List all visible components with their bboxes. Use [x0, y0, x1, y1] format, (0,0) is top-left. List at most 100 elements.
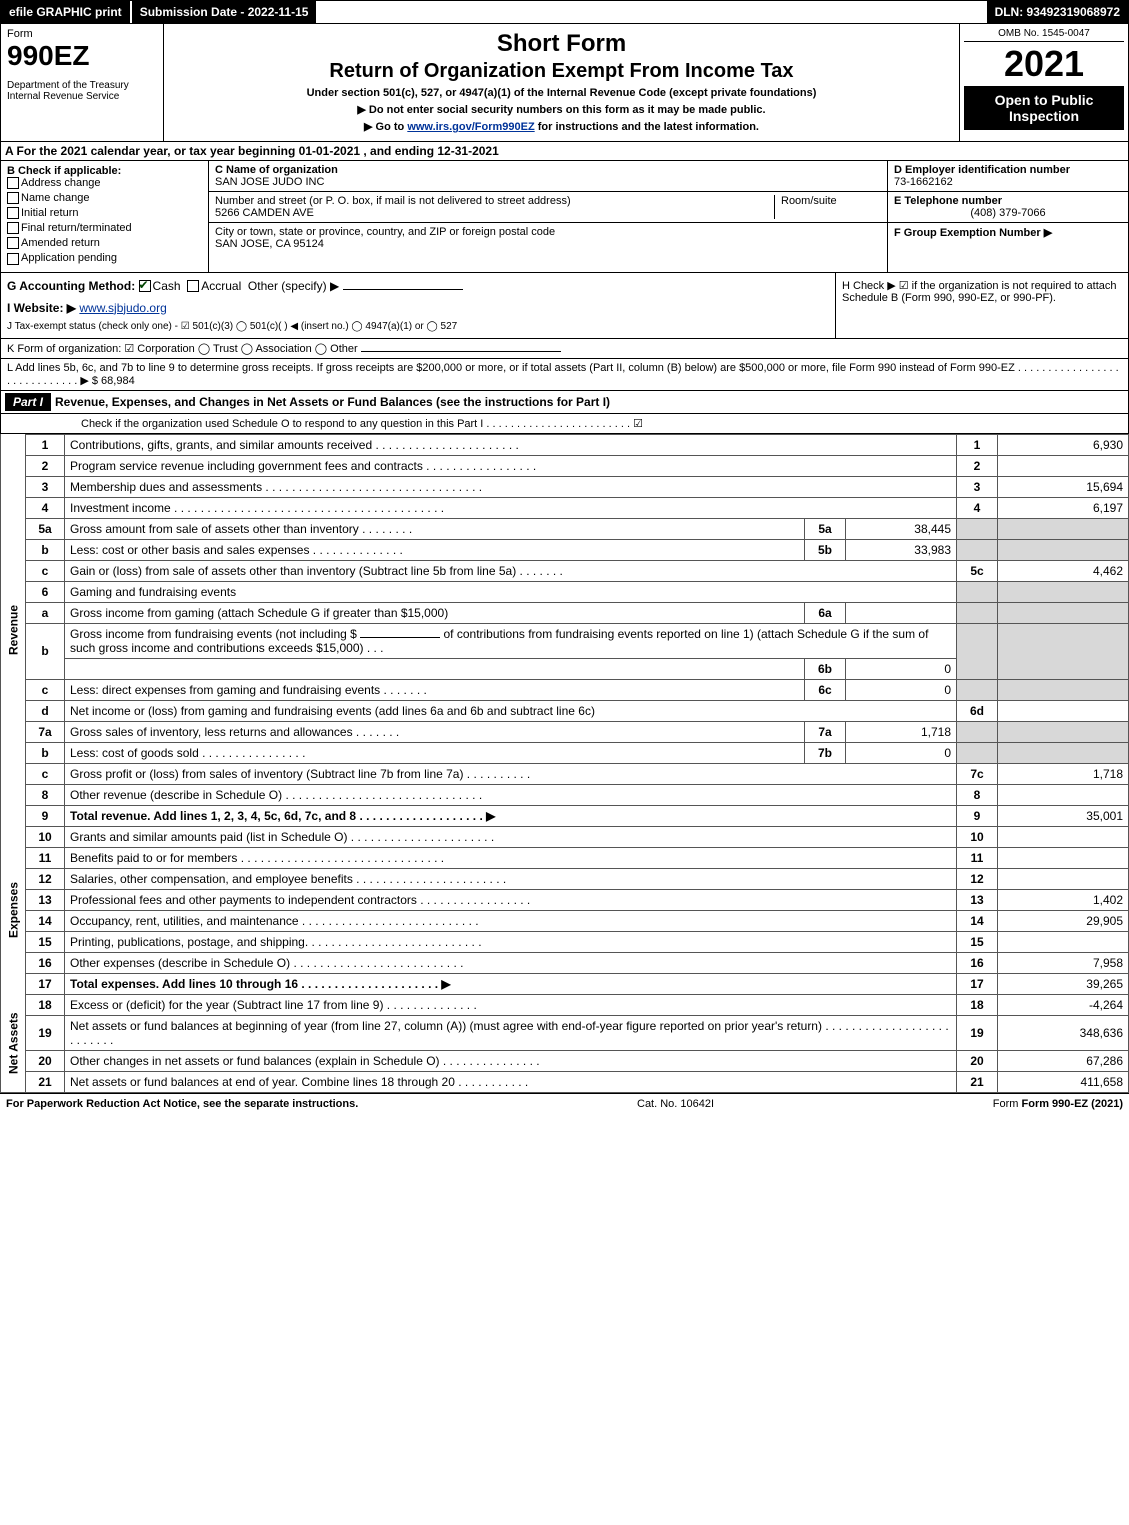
line-num: 19 [26, 1015, 65, 1050]
lines-table: Revenue 1 Contributions, gifts, grants, … [0, 434, 1129, 1093]
dln: DLN: 93492319068972 [987, 1, 1128, 23]
table-row: 8 Other revenue (describe in Schedule O)… [1, 784, 1129, 805]
inner-amt [846, 602, 957, 623]
phone-label: E Telephone number [894, 195, 1122, 207]
irs-link[interactable]: www.irs.gov/Form990EZ [407, 121, 534, 133]
line-num: 17 [26, 973, 65, 994]
group-label: F Group Exemption Number ▶ [894, 226, 1122, 239]
line-text: Professional fees and other payments to … [65, 889, 957, 910]
line-amt [998, 784, 1129, 805]
part1-check: Check if the organization used Schedule … [0, 414, 1129, 434]
website-link[interactable]: www.sjbjudo.org [79, 301, 166, 315]
line-text: Gross income from gaming (attach Schedul… [65, 602, 805, 623]
line-amt: 29,905 [998, 910, 1129, 931]
line-text: Membership dues and assessments . . . . … [65, 476, 957, 497]
line-text: Total revenue. Add lines 1, 2, 3, 4, 5c,… [65, 805, 957, 826]
line-text: Less: cost or other basis and sales expe… [65, 539, 805, 560]
expenses-label: Expenses [1, 826, 26, 994]
part1-header-row: Part I Revenue, Expenses, and Changes in… [0, 391, 1129, 414]
part1-label: Part I [5, 393, 51, 411]
c-name-label: C Name of organization [215, 164, 881, 176]
chk-cash[interactable] [139, 280, 151, 292]
chk-initial[interactable] [7, 207, 19, 219]
line-ref: 10 [957, 826, 998, 847]
table-row: 7a Gross sales of inventory, less return… [1, 721, 1129, 742]
goto-note: ▶ Go to www.irs.gov/Form990EZ for instru… [172, 120, 951, 133]
chk-name-change[interactable] [7, 192, 19, 204]
shade-cell [998, 518, 1129, 539]
room-label: Room/suite [781, 195, 881, 207]
shade-cell [998, 602, 1129, 623]
line-text: Program service revenue including govern… [65, 455, 957, 476]
line-amt [998, 455, 1129, 476]
table-row: 11 Benefits paid to or for members . . .… [1, 847, 1129, 868]
info-block: B Check if applicable: Address change Na… [0, 161, 1129, 273]
short-form-title: Short Form [172, 30, 951, 58]
table-row: Net Assets 18 Excess or (deficit) for th… [1, 994, 1129, 1015]
table-row: 19 Net assets or fund balances at beginn… [1, 1015, 1129, 1050]
accrual-label: Accrual [201, 279, 241, 293]
inner-amt: 1,718 [846, 721, 957, 742]
line-num: a [26, 602, 65, 623]
k-other-input[interactable] [361, 351, 561, 352]
line-text: Gross sales of inventory, less returns a… [65, 721, 805, 742]
table-row: b Gross income from fundraising events (… [1, 623, 1129, 658]
table-row: 13 Professional fees and other payments … [1, 889, 1129, 910]
phone-value: (408) 379-7066 [894, 207, 1122, 219]
line-amt: 67,286 [998, 1050, 1129, 1071]
line-amt [998, 931, 1129, 952]
line-ref: 9 [957, 805, 998, 826]
chk-accrual[interactable] [187, 280, 199, 292]
line-text: Investment income . . . . . . . . . . . … [65, 497, 957, 518]
section-c: C Name of organization SAN JOSE JUDO INC… [209, 161, 888, 272]
dept-label: Department of the Treasury Internal Reve… [7, 80, 157, 102]
chk-final[interactable] [7, 222, 19, 234]
line-ref: 4 [957, 497, 998, 518]
chk-address-change[interactable] [7, 177, 19, 189]
table-row: Revenue 1 Contributions, gifts, grants, … [1, 434, 1129, 455]
inner-ref: 6a [805, 602, 846, 623]
line-num: 6 [26, 581, 65, 602]
shade-cell [998, 679, 1129, 700]
line-text: Salaries, other compensation, and employ… [65, 868, 957, 889]
line-ref: 8 [957, 784, 998, 805]
line-text: Gaming and fundraising events [65, 581, 957, 602]
g-label: G Accounting Method: [7, 279, 135, 293]
line-ref: 6d [957, 700, 998, 721]
line-ref: 15 [957, 931, 998, 952]
c-city-label: City or town, state or province, country… [215, 226, 881, 238]
line-amt: 1,718 [998, 763, 1129, 784]
line-amt: 39,265 [998, 973, 1129, 994]
line-num: 7a [26, 721, 65, 742]
main-title: Return of Organization Exempt From Incom… [172, 60, 951, 83]
line-num: 3 [26, 476, 65, 497]
inner-ref: 6c [805, 679, 846, 700]
inner-amt: 38,445 [846, 518, 957, 539]
line-num: 15 [26, 931, 65, 952]
line-ref: 17 [957, 973, 998, 994]
l6b-blank[interactable] [360, 637, 440, 638]
tax-year: 2021 [964, 46, 1124, 82]
c-street-label: Number and street (or P. O. box, if mail… [215, 195, 774, 207]
chk-pending[interactable] [7, 253, 19, 265]
line-text: Net income or (loss) from gaming and fun… [65, 700, 957, 721]
line-num: c [26, 679, 65, 700]
line-num: 12 [26, 868, 65, 889]
form-number: 990EZ [7, 42, 157, 70]
section-l: L Add lines 5b, 6c, and 7b to line 9 to … [0, 359, 1129, 391]
inner-amt: 0 [846, 679, 957, 700]
table-row: a Gross income from gaming (attach Sched… [1, 602, 1129, 623]
shade-cell [998, 721, 1129, 742]
line-ref: 16 [957, 952, 998, 973]
table-row: Expenses 10 Grants and similar amounts p… [1, 826, 1129, 847]
table-row: c Gain or (loss) from sale of assets oth… [1, 560, 1129, 581]
line-text: Grants and similar amounts paid (list in… [65, 826, 957, 847]
line-text: Gross income from fundraising events (no… [65, 623, 957, 658]
line-amt: 7,958 [998, 952, 1129, 973]
org-city: SAN JOSE, CA 95124 [215, 238, 881, 250]
chk-amended[interactable] [7, 237, 19, 249]
table-row: 21 Net assets or fund balances at end of… [1, 1071, 1129, 1092]
other-specify-input[interactable] [343, 289, 463, 290]
line-ref: 18 [957, 994, 998, 1015]
line-text: Other revenue (describe in Schedule O) .… [65, 784, 957, 805]
